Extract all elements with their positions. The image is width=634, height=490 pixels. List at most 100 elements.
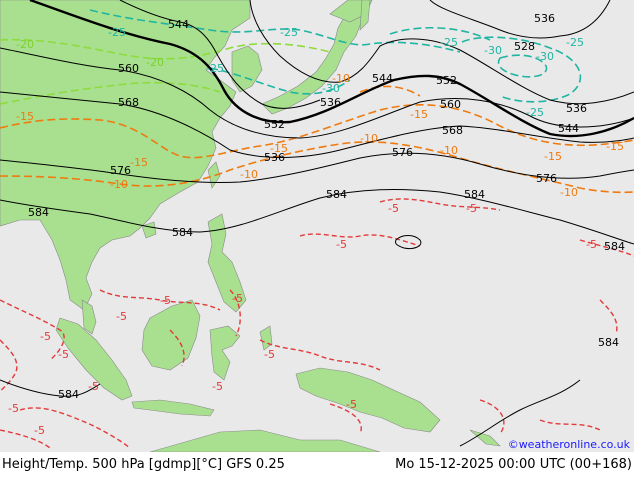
height-contour-568 <box>0 91 634 158</box>
land-malay <box>81 299 97 335</box>
height-contour-584-south <box>0 379 101 397</box>
temp-labels-orange: -15 -15 -10 -15 -10 -15 -10 -15 -10 -15 … <box>16 72 624 199</box>
temp-contours-green <box>0 38 331 105</box>
temp-label-orange: -15 <box>410 108 428 121</box>
map-title: Height/Temp. 500 hPa [gdmp][°C] GFS 0.25 <box>2 457 285 472</box>
height-label: 536 <box>264 151 285 164</box>
temp-label-red: -5 <box>58 348 69 361</box>
temp-label-red: -5 <box>466 202 477 215</box>
land-java <box>131 399 215 417</box>
temp-contours-orange <box>0 85 634 194</box>
height-label: 560 <box>118 62 139 75</box>
height-label: 584 <box>58 388 79 401</box>
height-contour-544-west <box>119 0 321 109</box>
temp-label-red: -5 <box>8 402 19 415</box>
height-contour-536 <box>249 0 634 105</box>
temp-label-red: -5 <box>264 348 275 361</box>
temp-label-teal: -25 <box>206 62 224 75</box>
temp-label-red: -5 <box>212 380 223 393</box>
height-label: 584 <box>28 206 49 219</box>
land-sakhalin <box>359 0 371 31</box>
temp-label-red: -5 <box>40 330 51 343</box>
temp-label-orange: -10 <box>332 72 350 85</box>
temp-label-red: -5 <box>116 310 127 323</box>
temp-contours-teal <box>89 9 582 103</box>
land-borneo <box>141 299 201 371</box>
height-label: 544 <box>372 72 393 85</box>
height-contour-528 <box>429 0 611 39</box>
temp-contours-red <box>0 198 634 449</box>
height-label: 528 <box>514 40 535 53</box>
temp-label-teal: -30 <box>536 50 554 63</box>
temp-label-green: -20 <box>16 38 34 51</box>
temp-label-red: -5 <box>346 398 357 411</box>
land-mainland-asia <box>0 0 251 311</box>
temp-label-red: -5 <box>586 238 597 251</box>
height-label: 568 <box>118 96 139 109</box>
temp-label-teal: -25 <box>566 36 584 49</box>
height-label: 584 <box>604 240 625 253</box>
temp-label-teal: -25 <box>108 26 126 39</box>
temp-label-teal: -25 <box>526 106 544 119</box>
temp-label-red: -5 <box>34 424 45 437</box>
land-sumatra <box>55 317 133 401</box>
height-contour-584-se <box>459 379 581 447</box>
height-label: 560 <box>440 98 461 111</box>
temp-label-teal: -25 <box>440 36 458 49</box>
height-label: 576 <box>110 164 131 177</box>
temp-label-teal: -30 <box>484 44 502 57</box>
temp-label-orange: -10 <box>440 144 458 157</box>
land-philippines <box>207 213 247 313</box>
temp-labels-green: -20 -25 -20 <box>16 26 164 69</box>
height-label: 576 <box>536 172 557 185</box>
land-korea <box>231 45 263 93</box>
height-label: 568 <box>442 124 463 137</box>
temp-label-orange: -15 <box>544 150 562 163</box>
temp-label-green: -20 <box>146 56 164 69</box>
temp-label-orange: -10 <box>360 132 378 145</box>
height-label: 576 <box>392 146 413 159</box>
height-label: 584 <box>598 336 619 349</box>
temp-label-orange: -15 <box>130 156 148 169</box>
temp-label-red: -5 <box>160 294 171 307</box>
height-label: 536 <box>566 102 587 115</box>
height-label: 552 <box>436 74 457 87</box>
height-label: 552 <box>264 118 285 131</box>
temp-labels-red: -5 -5 -5 -5 -5 -5 -5 -5 -5 -5 -5 -5 -5 -… <box>8 202 597 437</box>
height-label: 536 <box>534 12 555 25</box>
height-label: 536 <box>320 96 341 109</box>
height-contours <box>0 0 634 447</box>
temp-labels-teal: -25 -25 -30 -25 -30 -25 -25 -30 <box>206 26 584 119</box>
temp-label-red: -5 <box>232 292 243 305</box>
temp-label-orange: -10 <box>560 186 578 199</box>
temp-label-orange: -15 <box>16 110 34 123</box>
footer-bar <box>0 452 634 490</box>
height-label: 584 <box>326 188 347 201</box>
height-label: 544 <box>168 18 189 31</box>
land-sulawesi <box>209 325 241 381</box>
temp-label-teal: -25 <box>280 26 298 39</box>
land-solomon <box>469 429 501 447</box>
temp-label-orange: -15 <box>270 142 288 155</box>
temp-label-red: -5 <box>388 202 399 215</box>
temp-label-teal: -30 <box>322 82 340 95</box>
land-layer <box>0 0 501 453</box>
valid-time: Mo 15-12-2025 00:00 UTC (00+168) <box>395 457 632 472</box>
credit-text: ©weatheronline.co.uk <box>508 438 631 451</box>
height-label: 544 <box>558 122 579 135</box>
height-contour-584 <box>0 189 634 245</box>
temp-label-red: -5 <box>336 238 347 251</box>
temp-label-orange: -15 <box>606 140 624 153</box>
height-labels: 544 560 568 576 584 552 536 544 552 560 … <box>28 12 625 401</box>
temp-label-orange: -10 <box>110 178 128 191</box>
height-contour-560 <box>0 47 634 139</box>
height-contour-552 <box>29 0 634 138</box>
height-contour-cell <box>395 235 422 249</box>
temp-label-orange: -10 <box>240 168 258 181</box>
height-label: 584 <box>464 188 485 201</box>
temp-label-red: -5 <box>88 380 99 393</box>
land-new-guinea <box>295 367 441 433</box>
height-label: 584 <box>172 226 193 239</box>
height-contour-576 <box>0 152 634 184</box>
